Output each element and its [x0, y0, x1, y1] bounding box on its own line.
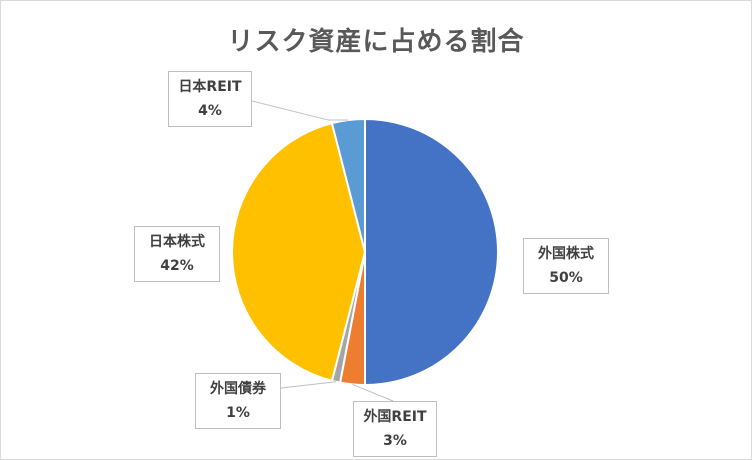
leader-line-nihon-reit: [251, 100, 349, 121]
data-label-category: 外国債券: [210, 381, 266, 397]
data-label-category: 日本REIT: [178, 79, 242, 95]
data-label-gaikoku-reit: 外国REIT 3%: [353, 401, 437, 457]
data-label-gaikoku-saiken: 外国債券 1%: [195, 373, 281, 429]
pie-slice-nihon-kabushiki: [231, 121, 367, 383]
data-label-category: 外国REIT: [363, 409, 427, 425]
leader-line-gaikoku-saiken: [280, 381, 337, 389]
data-label-percent: 3%: [383, 433, 407, 449]
data-label-nihon-kabushiki: 日本株式 42%: [134, 226, 220, 282]
data-label-nihon-reit: 日本REIT 4%: [168, 71, 252, 127]
pie-slice-gaikoku-kabushiki: [364, 117, 499, 387]
data-label-gaikoku-kabushiki: 外国株式 50%: [523, 238, 609, 294]
data-label-percent: 50%: [549, 270, 583, 286]
leader-line-gaikoku-reit: [352, 383, 394, 402]
data-label-percent: 42%: [160, 258, 194, 274]
data-label-percent: 1%: [226, 405, 250, 421]
chart-title: リスク資産に占める割合: [227, 27, 525, 57]
data-label-percent: 4%: [198, 103, 222, 119]
data-label-category: 日本株式: [149, 234, 205, 250]
data-label-category: 外国株式: [538, 246, 594, 262]
